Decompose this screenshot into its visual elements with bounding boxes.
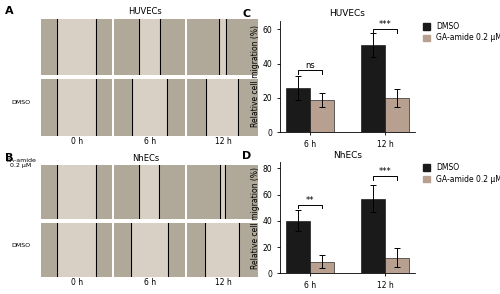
Text: DMSO: DMSO [12,243,30,248]
Bar [220,165,225,219]
Bar [138,19,160,75]
Bar [219,19,226,75]
Text: DMSO: DMSO [12,100,30,105]
Bar [310,100,334,132]
Bar [385,98,409,132]
Legend: DMSO, GA-amide 0.2 μM: DMSO, GA-amide 0.2 μM [423,22,500,42]
Bar [140,165,159,219]
Text: D: D [242,151,252,161]
Text: **: ** [306,196,314,205]
Text: C: C [242,9,250,19]
Text: 12 h: 12 h [215,278,232,287]
Text: 12 h: 12 h [215,137,232,146]
Legend: DMSO, GA-amide 0.2 μM: DMSO, GA-amide 0.2 μM [423,163,500,183]
Bar [56,223,96,277]
Text: NhECs: NhECs [132,154,159,163]
Text: A: A [5,6,14,16]
Bar [131,223,168,277]
Bar [56,79,96,136]
Bar [286,88,310,132]
Text: 0 h: 0 h [71,137,84,146]
Text: 0 h: 0 h [71,278,84,287]
Text: ns: ns [305,61,315,70]
Text: 6 h: 6 h [144,278,156,287]
Text: 6 h: 6 h [144,137,156,146]
Bar [361,45,385,132]
Title: NhECs: NhECs [333,151,362,160]
Text: ***: *** [378,167,392,176]
Bar [56,165,96,219]
Y-axis label: Relative cell migration (%): Relative cell migration (%) [251,26,260,127]
Bar [385,258,409,273]
Text: ***: *** [378,20,392,29]
Bar [132,79,167,136]
Title: HUVECs: HUVECs [330,9,366,19]
Bar [206,223,240,277]
Bar [206,79,238,136]
Text: B: B [5,153,14,163]
Bar [286,221,310,273]
Text: HUVECs: HUVECs [128,7,162,16]
Bar [310,262,334,273]
Bar [361,198,385,273]
Bar [56,19,96,75]
Y-axis label: Relative cell migration (%): Relative cell migration (%) [251,167,260,268]
Text: GA-amide
0.2 μM: GA-amide 0.2 μM [6,158,36,168]
